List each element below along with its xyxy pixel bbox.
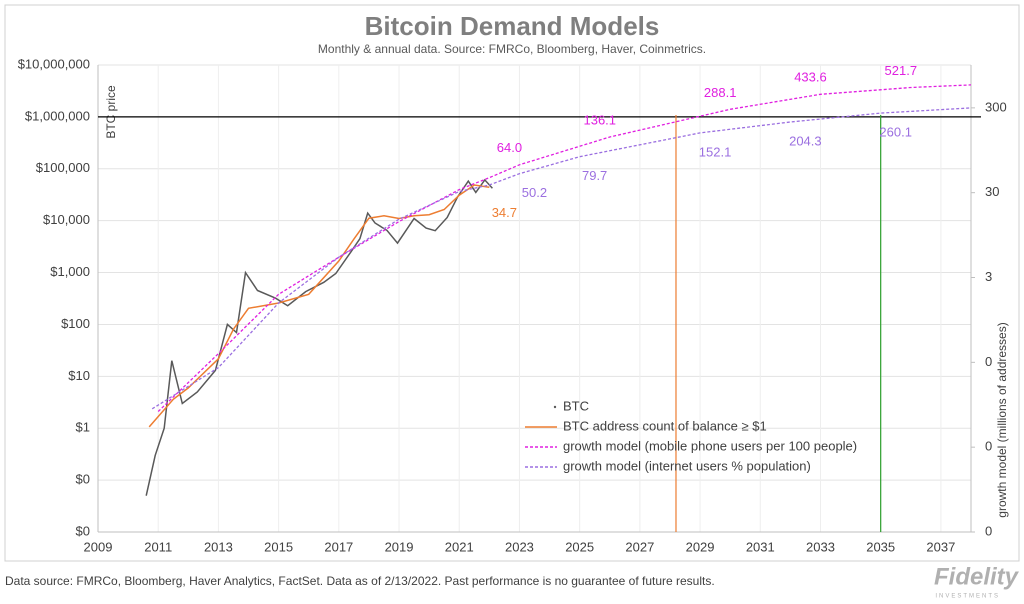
y2-tick-label: 0 — [985, 439, 992, 454]
x-tick-label: 2021 — [445, 539, 474, 554]
x-tick-label: 2023 — [505, 539, 534, 554]
y-tick-label: $10,000 — [43, 212, 90, 227]
y2-tick-label: 0 — [985, 354, 992, 369]
y-tick-label: $100,000 — [36, 160, 90, 175]
x-tick-label: 2009 — [84, 539, 113, 554]
x-tick-label: 2015 — [264, 539, 293, 554]
data-label: 50.2 — [522, 185, 547, 200]
logo: Fidelity — [934, 563, 1020, 590]
legend-label: BTC — [563, 398, 589, 413]
y2-tick-label: 0 — [985, 523, 992, 538]
x-tick-label: 2019 — [385, 539, 414, 554]
x-tick-label: 2013 — [204, 539, 233, 554]
data-label: 260.1 — [879, 125, 912, 140]
y-tick-label: $100 — [61, 316, 90, 331]
y-axis-label: BTC price — [104, 85, 118, 139]
data-label: 64.0 — [497, 140, 522, 155]
x-tick-label: 2031 — [746, 539, 775, 554]
y2-tick-label: 300 — [985, 99, 1007, 114]
x-tick-label: 2025 — [565, 539, 594, 554]
legend-label: growth model (mobile phone users per 100… — [563, 438, 857, 453]
y-tick-label: $1,000,000 — [25, 108, 90, 123]
data-label: 152.1 — [699, 144, 732, 159]
data-label: 34.7 — [492, 205, 517, 220]
y-tick-label: $1,000 — [50, 264, 90, 279]
y2-tick-label: 3 — [985, 269, 992, 284]
x-tick-label: 2029 — [686, 539, 715, 554]
data-label: 521.7 — [885, 63, 918, 78]
series-line — [148, 184, 490, 428]
legend-marker — [553, 405, 557, 409]
y-tick-label: $10,000,000 — [18, 56, 90, 71]
x-tick-label: 2011 — [144, 539, 172, 554]
legend-label: BTC address count of balance ≥ $1 — [563, 418, 767, 433]
data-label: 136.1 — [583, 112, 616, 127]
x-tick-label: 2035 — [866, 539, 895, 554]
y-tick-label: $0 — [76, 523, 90, 538]
data-label: 288.1 — [704, 85, 737, 100]
data-label: 433.6 — [794, 70, 827, 85]
y2-tick-label: 30 — [985, 184, 999, 199]
x-tick-label: 2037 — [926, 539, 955, 554]
y-tick-label: $1 — [76, 420, 90, 435]
series-line — [145, 178, 493, 496]
series-line — [157, 84, 972, 412]
x-tick-label: 2017 — [324, 539, 353, 554]
chart-frame — [4, 4, 1020, 562]
chart-subtitle: Monthly & annual data. Source: FMRCo, Bl… — [318, 42, 706, 56]
legend-label: growth model (internet users % populatio… — [563, 458, 811, 473]
footnote: Data source: FMRCo, Bloomberg, Haver Ana… — [5, 574, 715, 588]
y-tick-label: $10 — [68, 368, 90, 383]
data-label: 204.3 — [789, 133, 822, 148]
x-tick-label: 2027 — [625, 539, 654, 554]
series-line — [151, 107, 972, 410]
y-tick-label: $0 — [76, 472, 90, 487]
chart-title: Bitcoin Demand Models — [365, 11, 660, 41]
data-label: 79.7 — [582, 168, 607, 183]
x-tick-label: 2033 — [806, 539, 835, 554]
y2-axis-label: growth model (millions of addresses) — [995, 322, 1009, 517]
logo-sub: INVESTMENTS — [935, 594, 1000, 600]
